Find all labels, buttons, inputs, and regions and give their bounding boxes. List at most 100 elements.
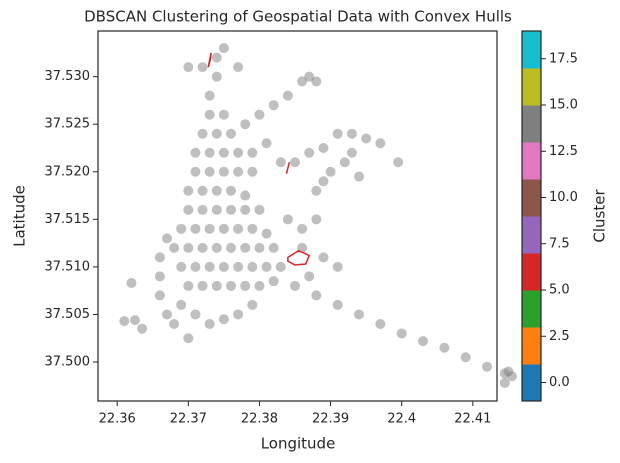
- point: [311, 214, 322, 225]
- point: [183, 333, 194, 344]
- point: [154, 271, 165, 282]
- convex-hull: [285, 162, 291, 174]
- point: [218, 223, 229, 234]
- point: [204, 90, 215, 101]
- point: [226, 242, 236, 253]
- colorbar-label: Cluster: [591, 189, 609, 243]
- point: [318, 176, 329, 187]
- point: [311, 76, 322, 87]
- point: [126, 278, 137, 289]
- point: [197, 204, 208, 215]
- point: [226, 128, 236, 139]
- point: [282, 90, 293, 101]
- point: [197, 128, 208, 139]
- point: [211, 128, 222, 139]
- point: [346, 147, 357, 158]
- colorbar-tick-label: 12.5: [549, 144, 578, 159]
- x-tick-label: 22.38: [241, 412, 278, 427]
- point: [183, 185, 194, 196]
- plot-frame: [97, 30, 498, 402]
- point: [119, 316, 130, 327]
- point: [218, 147, 229, 158]
- point: [211, 52, 222, 63]
- point: [240, 204, 251, 215]
- point: [190, 223, 201, 234]
- colorbar-segment: [522, 105, 541, 143]
- point: [190, 166, 201, 177]
- point: [240, 119, 251, 130]
- point: [290, 157, 301, 168]
- point: [218, 166, 229, 177]
- point: [332, 261, 343, 272]
- point: [211, 204, 222, 215]
- point: [233, 223, 244, 234]
- point: [482, 361, 493, 372]
- point: [354, 171, 365, 182]
- point: [190, 309, 201, 320]
- point: [254, 109, 265, 120]
- point: [275, 157, 286, 168]
- point: [211, 71, 222, 82]
- x-tick-label: 22.36: [99, 412, 136, 427]
- y-tick-label: 37.530: [45, 69, 91, 84]
- point: [393, 157, 404, 168]
- colorbar-segment: [522, 179, 541, 217]
- y-tick-label: 37.515: [45, 212, 91, 227]
- point: [218, 261, 229, 272]
- point: [197, 280, 208, 291]
- point: [261, 261, 272, 272]
- colorbar-tick-label: 2.5: [549, 329, 570, 344]
- point: [297, 76, 308, 87]
- colorbar-tick-label: 17.5: [549, 51, 578, 66]
- point: [304, 271, 315, 282]
- point: [197, 242, 208, 253]
- point: [176, 299, 187, 310]
- chart-title: DBSCAN Clustering of Geospatial Data wit…: [84, 8, 512, 26]
- point: [154, 252, 165, 263]
- point: [282, 214, 293, 225]
- point: [247, 147, 258, 158]
- point: [190, 147, 201, 158]
- point: [226, 204, 236, 215]
- point: [311, 185, 322, 196]
- y-tick-label: 37.510: [45, 259, 91, 274]
- colorbar-tick-label: 5.0: [549, 283, 570, 298]
- point: [183, 62, 194, 73]
- colorbar-tick-label: 15.0: [549, 98, 578, 113]
- point: [290, 280, 301, 291]
- point: [354, 309, 365, 320]
- point: [499, 368, 510, 379]
- point: [204, 261, 215, 272]
- x-tick-label: 22.41: [454, 412, 491, 427]
- point: [339, 157, 350, 168]
- point: [261, 138, 272, 149]
- x-tick-label: 22.39: [312, 412, 349, 427]
- point: [161, 233, 172, 244]
- point: [254, 204, 265, 215]
- point: [204, 318, 215, 329]
- point: [233, 147, 244, 158]
- colorbar-segment: [522, 253, 541, 291]
- point: [361, 133, 372, 144]
- point: [211, 280, 222, 291]
- point: [240, 280, 251, 291]
- point: [247, 261, 258, 272]
- point: [137, 323, 148, 334]
- point: [268, 242, 279, 253]
- x-tick-label: 22.37: [170, 412, 207, 427]
- colorbar-tick-label: 7.5: [549, 236, 570, 251]
- y-tick-label: 37.505: [45, 307, 91, 322]
- colorbar-tick-label: 10.0: [549, 190, 578, 205]
- point: [211, 185, 222, 196]
- colorbar-segment: [522, 68, 541, 106]
- convex-hull: [287, 249, 311, 266]
- point: [297, 242, 308, 253]
- colorbar-segment: [522, 31, 541, 69]
- point: [318, 252, 329, 263]
- x-axis-label: Longitude: [261, 435, 336, 453]
- point: [268, 276, 279, 287]
- colorbar-segment: [522, 364, 541, 402]
- colorbar-segment: [522, 216, 541, 254]
- point: [233, 62, 244, 73]
